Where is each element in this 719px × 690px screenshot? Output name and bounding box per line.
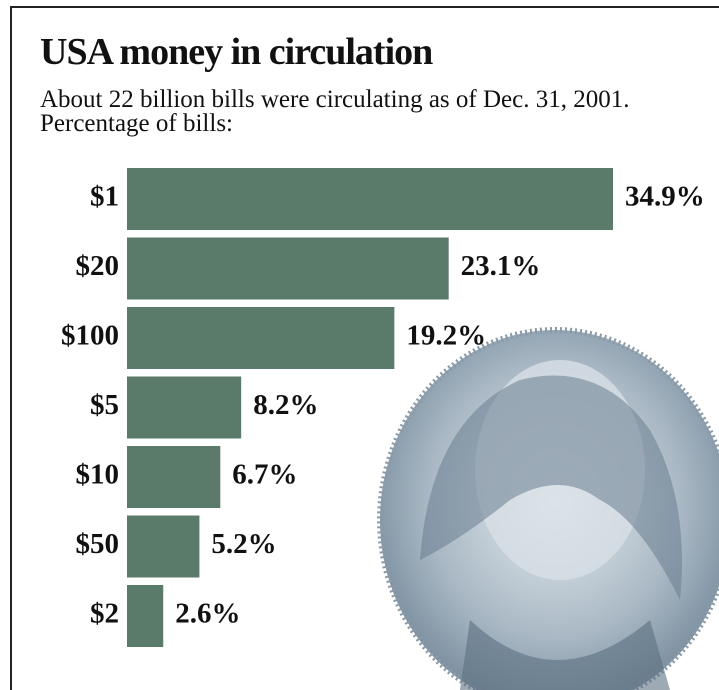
category-label: $5	[90, 389, 119, 421]
value-label: 6.7%	[232, 459, 297, 491]
value-label: 34.9%	[625, 181, 705, 213]
category-label: $100	[61, 320, 119, 352]
value-label: 23.1%	[461, 250, 541, 282]
bar	[127, 238, 449, 300]
category-label: $20	[76, 250, 120, 282]
value-label: 5.2%	[211, 528, 276, 560]
category-label: $50	[76, 528, 120, 560]
value-label: 2.6%	[175, 598, 240, 630]
bar	[127, 585, 163, 647]
bar	[127, 307, 394, 369]
bar	[127, 516, 199, 578]
portrait	[380, 330, 719, 690]
chart-subtitle: About 22 billion bills were circulating …	[40, 88, 680, 136]
page: {"chart_data": {"type": "bar", "orientat…	[0, 0, 719, 690]
bar	[127, 377, 241, 439]
category-label: $1	[90, 181, 119, 213]
bar	[127, 446, 220, 508]
chart-title: USA money in circulation	[40, 30, 432, 74]
value-label: 8.2%	[253, 389, 318, 421]
value-label: 19.2%	[406, 320, 486, 352]
category-label: $10	[76, 459, 120, 491]
bar	[127, 168, 613, 230]
category-label: $2	[90, 598, 119, 630]
